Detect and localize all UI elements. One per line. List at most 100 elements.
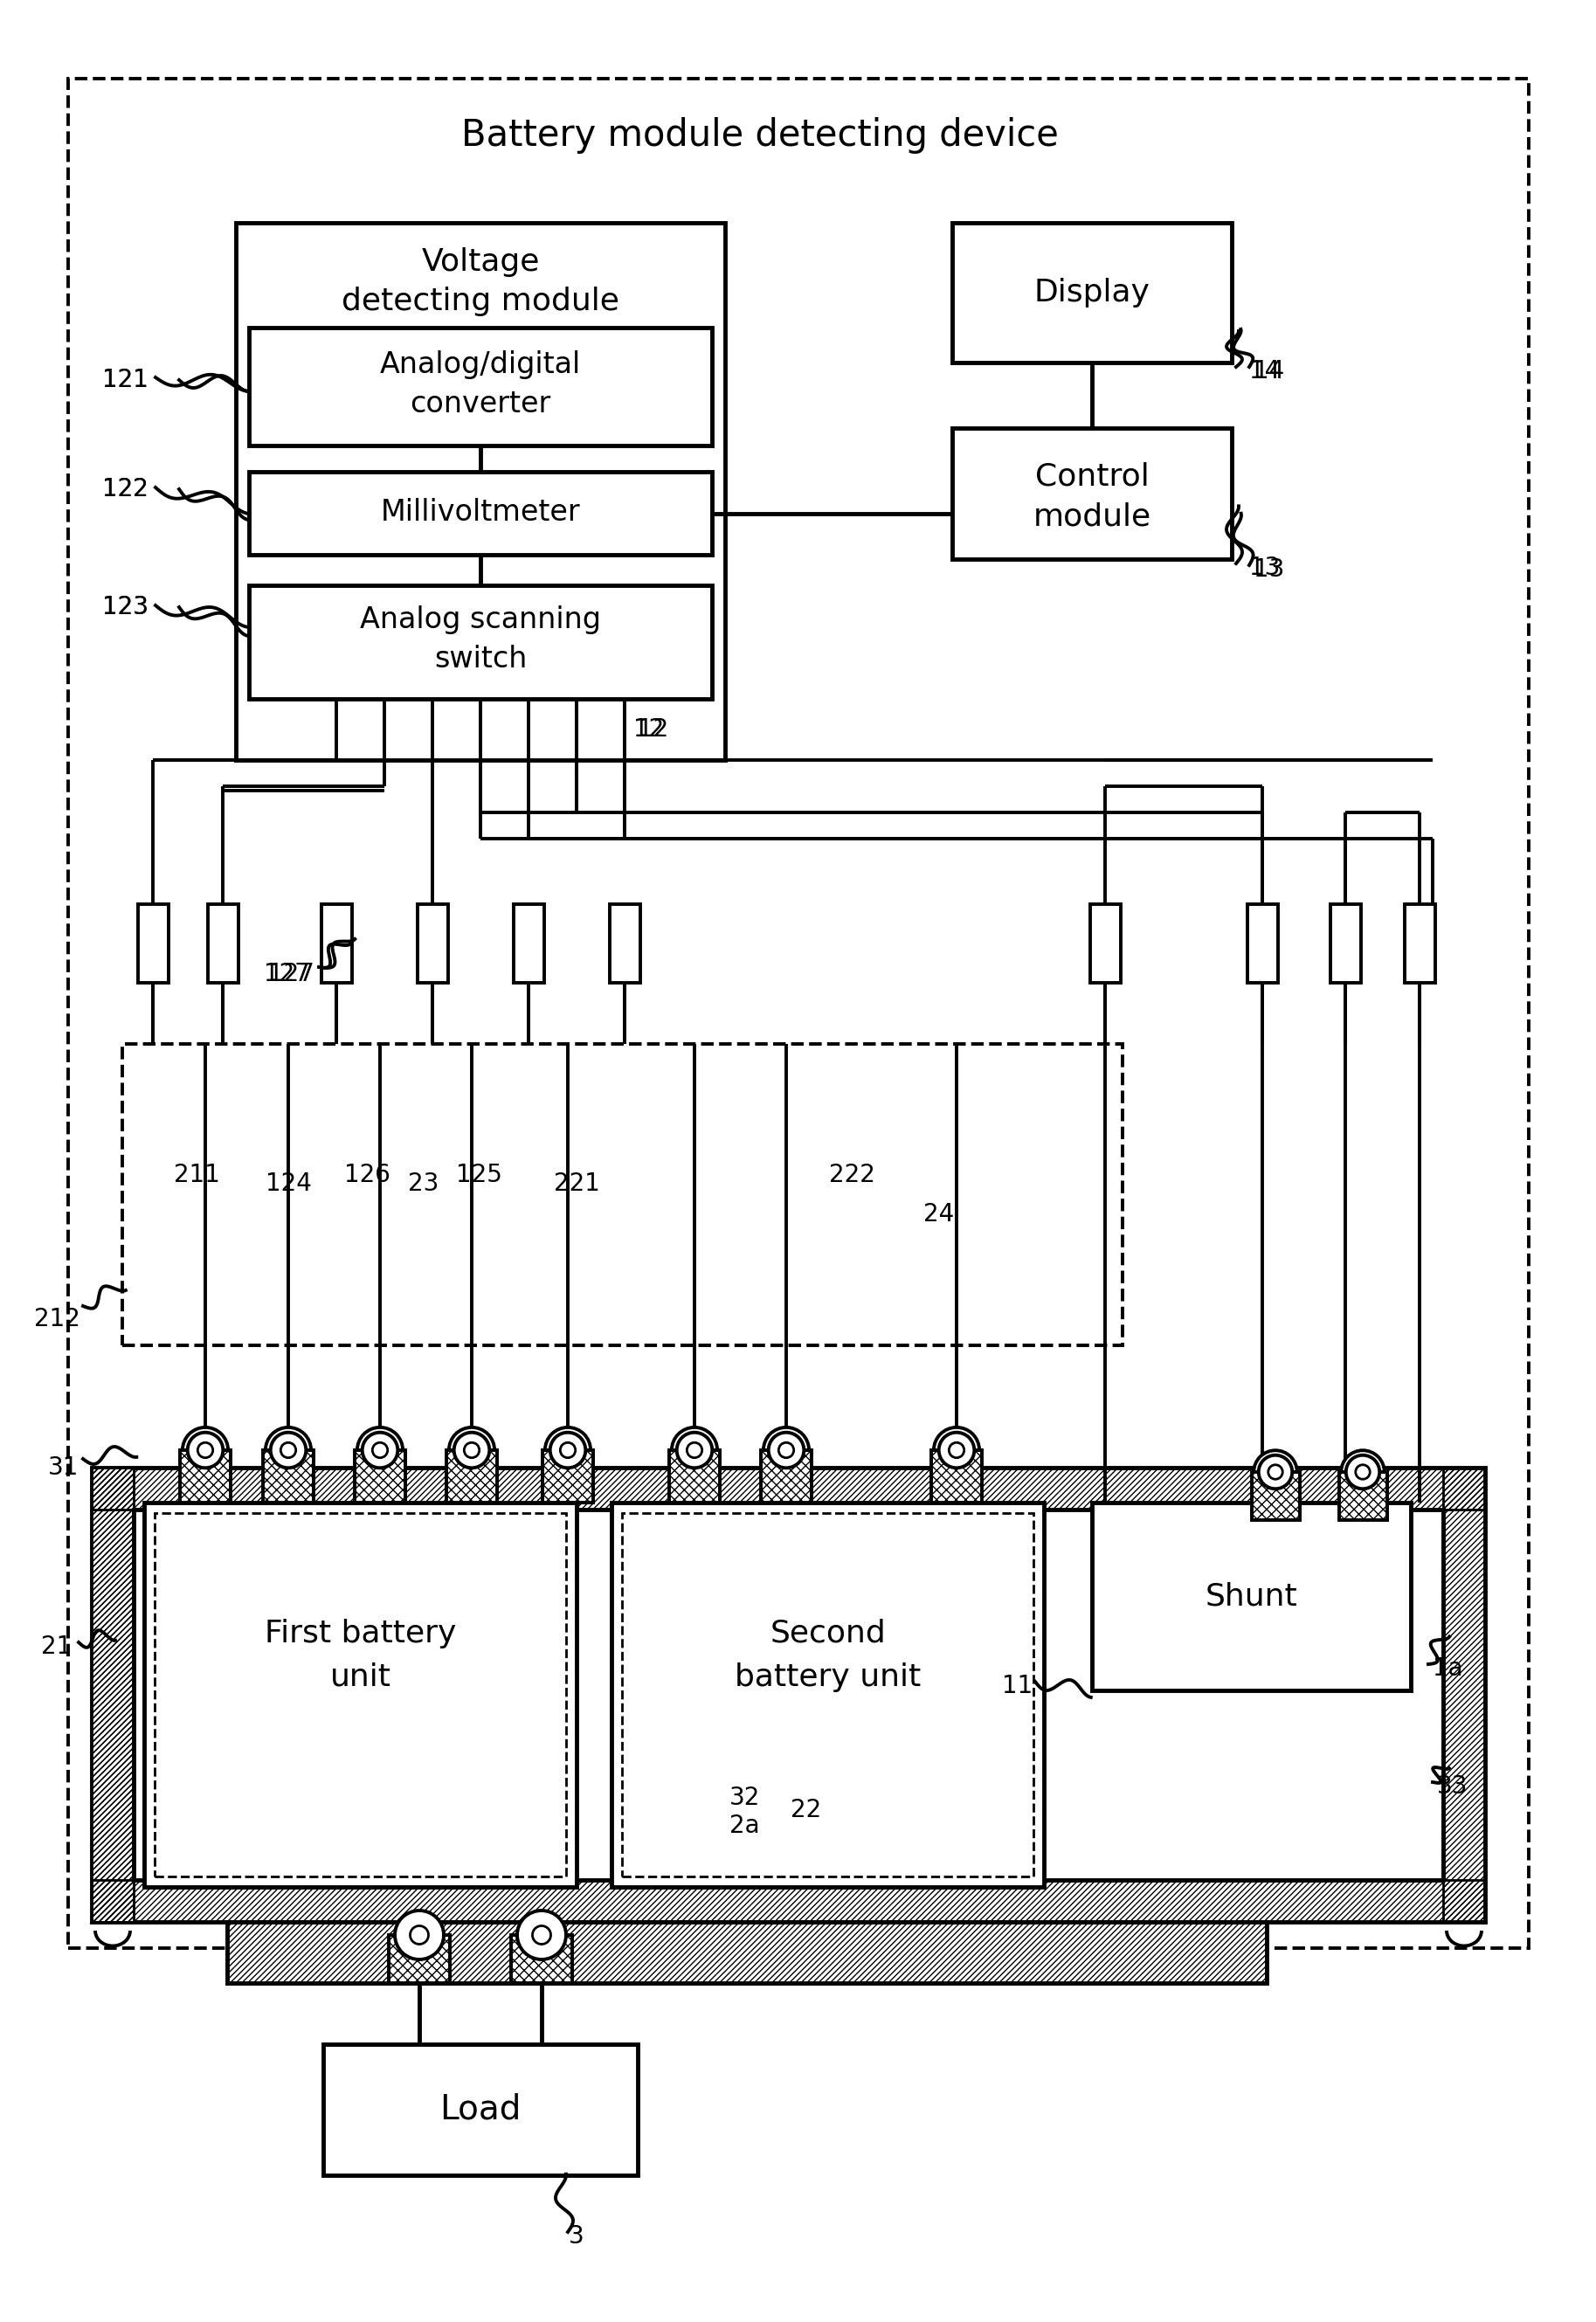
Circle shape	[188, 1433, 223, 1468]
Text: First battery: First battery	[265, 1618, 456, 1649]
Text: Analog/digital: Analog/digital	[380, 351, 581, 378]
Text: Voltage: Voltage	[421, 246, 539, 276]
Text: Millivoltmeter: Millivoltmeter	[380, 499, 581, 527]
Bar	[354, 1451, 405, 1502]
Wedge shape	[358, 1428, 402, 1451]
Bar	[249, 585, 712, 699]
Bar	[1092, 1502, 1411, 1690]
Bar	[155, 1514, 567, 1876]
Bar	[543, 1451, 594, 1502]
Text: 211: 211	[174, 1163, 220, 1187]
Bar	[1251, 1472, 1299, 1521]
Bar	[389, 1934, 450, 1983]
Text: converter: converter	[410, 390, 551, 418]
Text: 13: 13	[1250, 555, 1280, 580]
Text: battery unit: battery unit	[734, 1663, 921, 1693]
Text: Analog scanning: Analog scanning	[361, 606, 602, 634]
Wedge shape	[934, 1428, 980, 1451]
Circle shape	[1345, 1456, 1379, 1488]
Bar	[91, 1468, 1484, 1923]
Circle shape	[950, 1442, 964, 1458]
Text: 12: 12	[634, 717, 664, 741]
Text: 12: 12	[638, 717, 669, 741]
Text: 212: 212	[34, 1307, 80, 1331]
Text: 2a: 2a	[729, 1813, 760, 1839]
Text: 122: 122	[102, 476, 148, 502]
Bar	[69, 79, 1529, 1948]
Circle shape	[198, 1442, 212, 1458]
Text: 11: 11	[1002, 1674, 1033, 1697]
Bar	[669, 1451, 720, 1502]
Circle shape	[533, 1925, 551, 1944]
Text: 127: 127	[263, 961, 310, 987]
Circle shape	[551, 1433, 586, 1468]
Wedge shape	[763, 1428, 809, 1451]
Text: 32: 32	[729, 1786, 760, 1811]
Circle shape	[1355, 1465, 1369, 1479]
Text: 123: 123	[102, 594, 148, 620]
Text: Display: Display	[1034, 279, 1151, 307]
Bar	[1251, 1472, 1299, 1521]
Wedge shape	[544, 1428, 591, 1451]
Text: 222: 222	[828, 1163, 875, 1187]
Bar	[263, 1451, 313, 1502]
Bar	[511, 1934, 573, 1983]
Circle shape	[517, 1911, 567, 1960]
Bar	[137, 903, 168, 982]
Text: 127: 127	[268, 961, 314, 987]
Bar	[1329, 903, 1360, 982]
Circle shape	[394, 1911, 444, 1960]
Wedge shape	[672, 1428, 717, 1451]
Circle shape	[779, 1442, 793, 1458]
Circle shape	[453, 1433, 490, 1468]
Bar	[354, 1451, 405, 1502]
Text: 221: 221	[554, 1173, 600, 1196]
Bar	[611, 1502, 1044, 1888]
Bar	[144, 1502, 576, 1888]
Bar	[1443, 1468, 1484, 1923]
Circle shape	[560, 1442, 576, 1458]
Bar	[207, 903, 238, 982]
Circle shape	[372, 1442, 388, 1458]
Bar	[1339, 1472, 1387, 1521]
Bar	[669, 1451, 720, 1502]
Circle shape	[271, 1433, 306, 1468]
Bar	[227, 1923, 1267, 1983]
Text: 123: 123	[102, 594, 148, 620]
Bar	[389, 1934, 450, 1983]
Wedge shape	[182, 1428, 228, 1451]
Bar	[511, 1934, 573, 1983]
Circle shape	[464, 1442, 479, 1458]
Bar	[321, 903, 351, 982]
Wedge shape	[1341, 1451, 1384, 1472]
Bar	[227, 1923, 1267, 1983]
Circle shape	[938, 1433, 974, 1468]
Text: 14: 14	[1250, 360, 1280, 383]
Text: 121: 121	[102, 367, 148, 392]
Bar	[180, 1451, 230, 1502]
Bar	[543, 1451, 594, 1502]
Bar	[622, 1514, 1034, 1876]
Text: module: module	[1033, 502, 1151, 532]
Bar	[447, 1451, 496, 1502]
Bar	[610, 903, 640, 982]
Circle shape	[686, 1442, 702, 1458]
Text: 33: 33	[1436, 1774, 1468, 1800]
Text: 22: 22	[790, 1797, 822, 1823]
Text: Load: Load	[439, 2092, 522, 2127]
Bar	[761, 1451, 811, 1502]
Bar	[91, 1881, 1484, 1923]
Bar	[236, 223, 725, 759]
Text: 122: 122	[102, 476, 148, 502]
Circle shape	[1269, 1465, 1283, 1479]
Text: 13: 13	[1253, 557, 1285, 583]
Bar	[514, 903, 544, 982]
Wedge shape	[265, 1428, 311, 1451]
Text: 3: 3	[568, 2224, 584, 2248]
Bar	[91, 1468, 134, 1923]
Text: 125: 125	[455, 1163, 501, 1187]
Bar	[91, 1468, 134, 1923]
Text: 1a: 1a	[1433, 1656, 1464, 1681]
Text: 126: 126	[343, 1163, 389, 1187]
Text: 23: 23	[409, 1173, 439, 1196]
